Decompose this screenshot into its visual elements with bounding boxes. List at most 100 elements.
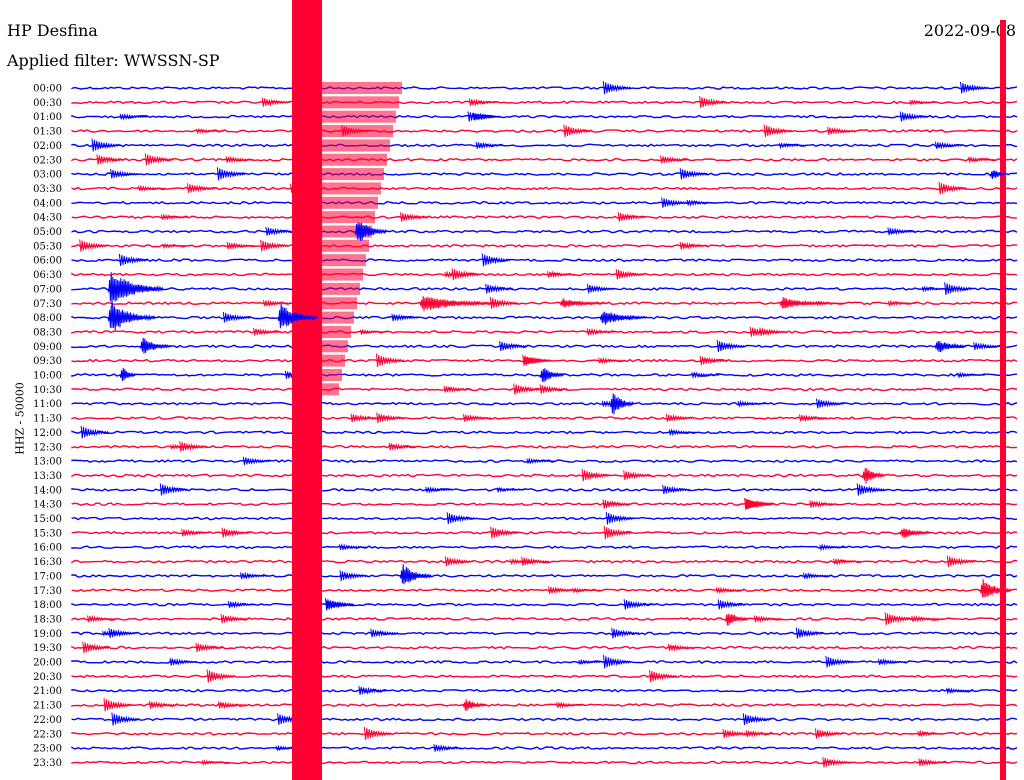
trace-row-1530 — [71, 530, 1018, 535]
trace-event — [240, 571, 269, 580]
event-burst-j — [934, 340, 967, 353]
trace-event — [809, 500, 838, 508]
trace-event — [715, 586, 745, 595]
trace-event — [623, 470, 652, 481]
trace-event — [489, 297, 519, 309]
trace-event — [795, 627, 825, 639]
time-tick-1100: 11:00 — [33, 399, 62, 410]
trace-event — [111, 712, 140, 726]
major-event-coda — [322, 139, 390, 152]
trace-event — [144, 153, 174, 166]
time-tick-0300: 03:00 — [33, 170, 62, 181]
event-burst-r — [559, 298, 608, 308]
time-tick-1200: 12:00 — [33, 428, 62, 439]
major-event-coda — [322, 239, 369, 252]
trace-event — [667, 643, 697, 652]
time-tick-0230: 02:30 — [33, 155, 62, 166]
trace-event — [468, 98, 498, 107]
event-burst-g — [539, 368, 564, 383]
time-tick-0500: 05:00 — [33, 227, 62, 238]
trace-event — [481, 253, 511, 267]
trace-event — [816, 299, 845, 307]
trace-event — [763, 124, 793, 138]
trace-event — [119, 112, 148, 121]
time-tick-1830: 18:30 — [33, 614, 62, 625]
trace-event — [759, 327, 788, 336]
trace-event — [957, 371, 986, 379]
time-tick-1930: 19:30 — [33, 643, 62, 654]
trace-event — [475, 141, 504, 150]
trace-event — [660, 155, 689, 164]
trace-event — [623, 599, 653, 610]
time-tick-1000: 10:00 — [33, 371, 62, 382]
trace-event — [661, 197, 690, 208]
trace-event — [911, 614, 940, 623]
trace-event — [778, 141, 808, 150]
trace-event — [816, 398, 845, 409]
trace-event — [181, 528, 210, 537]
trace-event — [548, 586, 577, 594]
trace-event — [737, 399, 766, 408]
trace-row-1300 — [71, 459, 1018, 463]
event-burst-m — [979, 579, 1012, 598]
trace-event — [679, 241, 708, 250]
trace-event — [179, 441, 208, 452]
trace-event — [499, 340, 528, 352]
time-tick-0330: 03:30 — [33, 184, 62, 195]
trace-row-0630 — [71, 272, 1018, 277]
trace-event — [563, 124, 592, 137]
trace-row-1730 — [71, 588, 1018, 593]
trace-event — [722, 729, 751, 739]
trace-row-2130 — [71, 703, 1018, 707]
trace-event — [699, 355, 729, 366]
major-event-coda — [322, 369, 342, 381]
trace-event — [878, 657, 907, 666]
major-event-coda — [322, 354, 345, 367]
trace-event — [195, 642, 224, 653]
event-burst-n — [724, 613, 749, 626]
trace-event — [467, 111, 496, 122]
trace-event — [649, 669, 678, 683]
trace-event — [917, 729, 946, 738]
trace-event — [946, 686, 975, 695]
event-burst-p — [899, 528, 932, 539]
trace-event — [946, 555, 976, 568]
trace-event — [603, 654, 632, 669]
trace-event — [825, 655, 854, 668]
trace-event — [598, 357, 627, 365]
major-event-coda — [322, 311, 354, 324]
trace-event — [358, 686, 387, 695]
trace-event — [446, 512, 476, 525]
trace-row-0300 — [71, 172, 1018, 177]
trace-event — [578, 658, 607, 666]
major-event-coda — [322, 282, 360, 295]
trace-event — [716, 339, 746, 353]
time-tick-0400: 04:00 — [33, 198, 62, 209]
seismic-traces — [71, 81, 1018, 768]
trace-event — [222, 312, 252, 323]
major-event-coda — [322, 110, 396, 123]
trace-row-2230 — [71, 731, 1018, 736]
trace-row-0100 — [71, 114, 1018, 119]
trace-event — [581, 469, 611, 482]
trace-row-0730 — [71, 301, 1018, 306]
trace-event — [338, 542, 368, 552]
trace-event — [370, 628, 399, 638]
trace-event — [103, 698, 132, 712]
trace-event — [253, 327, 282, 336]
event-burst-a — [107, 272, 164, 307]
trace-event — [496, 486, 525, 494]
trace-row-2100 — [71, 688, 1018, 693]
major-event-coda — [322, 268, 363, 281]
trace-event — [160, 213, 190, 221]
time-tick-0030: 00:30 — [33, 98, 62, 109]
major-event-coda — [322, 340, 348, 353]
time-tick-0930: 09:30 — [33, 356, 62, 367]
event-burst-e — [277, 303, 318, 329]
time-tick-1500: 15:00 — [33, 514, 62, 525]
trace-event — [187, 183, 216, 194]
event-burst-l — [861, 468, 886, 484]
trace-event — [263, 299, 292, 307]
trace-event — [586, 327, 616, 336]
event-burst-h — [609, 393, 634, 415]
